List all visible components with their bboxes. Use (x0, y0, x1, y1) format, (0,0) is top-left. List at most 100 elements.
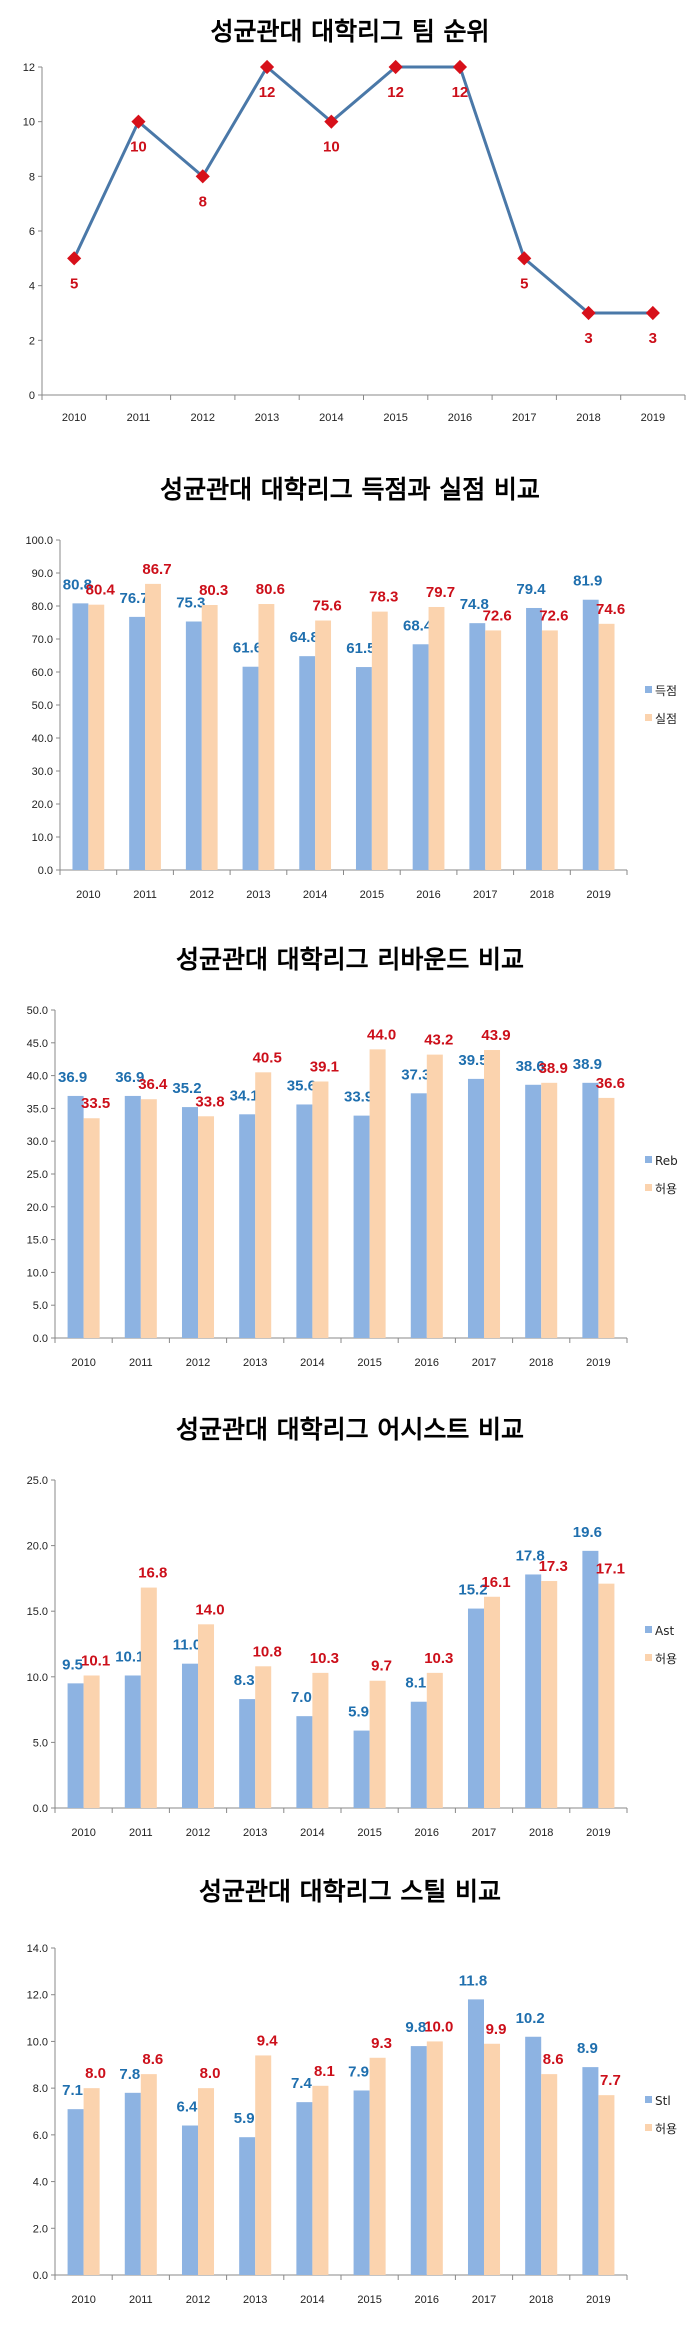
data-label: 74.6 (596, 601, 625, 618)
data-label: 36.9 (58, 1069, 87, 1086)
bar-Ast (353, 1730, 370, 1808)
bar-Reb (582, 1082, 599, 1338)
chart-title: 성균관대 대학리그 스틸 비교 (199, 1877, 501, 1906)
bar-득점 (355, 667, 372, 870)
data-label: 7.9 (348, 2063, 369, 2080)
bar-허용 (369, 1049, 386, 1338)
data-point-marker (259, 59, 275, 75)
y-tick-label: 0.0 (38, 865, 53, 877)
data-label: 64.8 (290, 629, 319, 646)
y-tick-label: 10.0 (27, 1267, 48, 1279)
data-label: 8.1 (405, 1675, 426, 1692)
bar-허용 (484, 1050, 501, 1338)
x-tick-label: 2015 (383, 412, 407, 424)
data-label: 43.2 (424, 1032, 453, 1049)
y-tick-label: 10.0 (32, 832, 53, 844)
bar-실점 (598, 623, 615, 870)
data-label: 9.5 (62, 1656, 83, 1673)
data-label: 5 (70, 275, 78, 292)
x-tick-label: 2016 (415, 1827, 439, 1839)
data-label: 7.0 (291, 1689, 312, 1706)
x-tick-label: 2019 (586, 2294, 610, 2306)
data-label: 8.3 (234, 1672, 255, 1689)
x-tick-label: 2017 (473, 889, 497, 900)
bar-득점 (72, 603, 89, 870)
x-tick-label: 2014 (319, 412, 343, 424)
x-tick-label: 2013 (243, 1357, 267, 1369)
bar-Stl (124, 2092, 141, 2275)
data-label: 75.3 (176, 595, 205, 612)
bar-Stl (353, 2090, 370, 2275)
y-tick-label: 6.0 (33, 2130, 48, 2142)
bar-허용 (83, 1118, 100, 1338)
bar-Ast (124, 1675, 141, 1808)
y-tick-label: 6 (29, 226, 35, 238)
bar-실점 (88, 604, 105, 870)
x-tick-label: 2016 (415, 2294, 439, 2306)
x-tick-label: 2017 (472, 2294, 496, 2306)
bar-득점 (582, 599, 599, 870)
data-label: 8 (199, 193, 207, 210)
bar-Stl (582, 2067, 599, 2275)
y-tick-label: 2.0 (33, 2223, 48, 2235)
y-tick-label: 15.0 (27, 1606, 48, 1618)
bar-Stl (67, 2109, 84, 2275)
x-tick-label: 2013 (243, 1827, 267, 1839)
legend-swatch (645, 714, 652, 721)
bar-Stl (467, 1999, 484, 2275)
data-label: 33.9 (344, 1089, 373, 1106)
data-label: 6.4 (177, 2099, 199, 2116)
data-label: 12 (452, 84, 469, 101)
bar-Reb (296, 1104, 313, 1338)
data-point-marker (388, 59, 403, 75)
data-label: 8.9 (577, 2040, 598, 2057)
bar-허용 (83, 2088, 100, 2275)
data-label: 80.6 (256, 581, 285, 598)
bar-Ast (467, 1608, 484, 1808)
x-tick-label: 2018 (576, 412, 600, 424)
data-label: 38.9 (539, 1060, 568, 1077)
y-tick-label: 25.0 (27, 1475, 48, 1487)
data-point-marker (581, 305, 596, 321)
bar-Reb (239, 1114, 256, 1338)
bar-Ast (296, 1716, 313, 1808)
data-label: 8.6 (543, 2051, 564, 2068)
data-label: 43.9 (481, 1027, 510, 1044)
legend-swatch (645, 1654, 652, 1661)
bar-허용 (369, 2057, 386, 2275)
y-tick-label: 90.0 (32, 568, 53, 580)
x-tick-label: 2019 (641, 412, 665, 424)
x-tick-label: 2015 (357, 1827, 381, 1839)
rebound-bar-chart: 성균관대 대학리그 리바운드 비교 0.0 5.0 10.0 15.0 20.0 25.0 3… (0, 910, 700, 1370)
bar-허용 (312, 2085, 329, 2275)
y-tick-label: 10 (23, 117, 35, 129)
data-label: 9.7 (371, 1658, 392, 1675)
y-tick-label: 0 (29, 390, 35, 402)
data-label: 10.1 (115, 1648, 144, 1665)
y-tick-label: 35.0 (27, 1103, 48, 1115)
bar-득점 (242, 666, 259, 870)
data-label: 10 (130, 139, 147, 156)
data-point-marker (645, 305, 660, 321)
data-label: 16.8 (138, 1565, 167, 1582)
bar-Stl (239, 2137, 256, 2275)
legend-swatch (645, 1626, 652, 1633)
y-tick-label: 10.0 (27, 2036, 48, 2048)
data-label: 9.3 (371, 2035, 392, 2052)
data-label: 9.9 (486, 2021, 507, 2038)
data-label: 79.4 (516, 581, 546, 598)
x-tick-label: 2016 (415, 1357, 439, 1369)
rank-line-chart: 성균관대 대학리그 팀 순위 0 2 4 6 8 10 12 2010 2011 2012 2013 2… (0, 0, 700, 430)
x-tick-label: 2013 (243, 2294, 267, 2306)
bar-실점 (145, 583, 161, 870)
data-label: 79.7 (426, 584, 455, 601)
data-label: 37.3 (401, 1066, 430, 1083)
x-tick-label: 2019 (586, 889, 610, 900)
y-tick-label: 20.0 (27, 1202, 48, 1214)
bar-허용 (198, 1116, 215, 1338)
data-label: 8.6 (142, 2051, 163, 2068)
chart-title: 성균관대 대학리그 리바운드 비교 (176, 945, 524, 974)
data-label: 10.1 (81, 1652, 110, 1669)
x-tick-label: 2019 (586, 1357, 610, 1369)
data-label: 12 (259, 84, 276, 101)
